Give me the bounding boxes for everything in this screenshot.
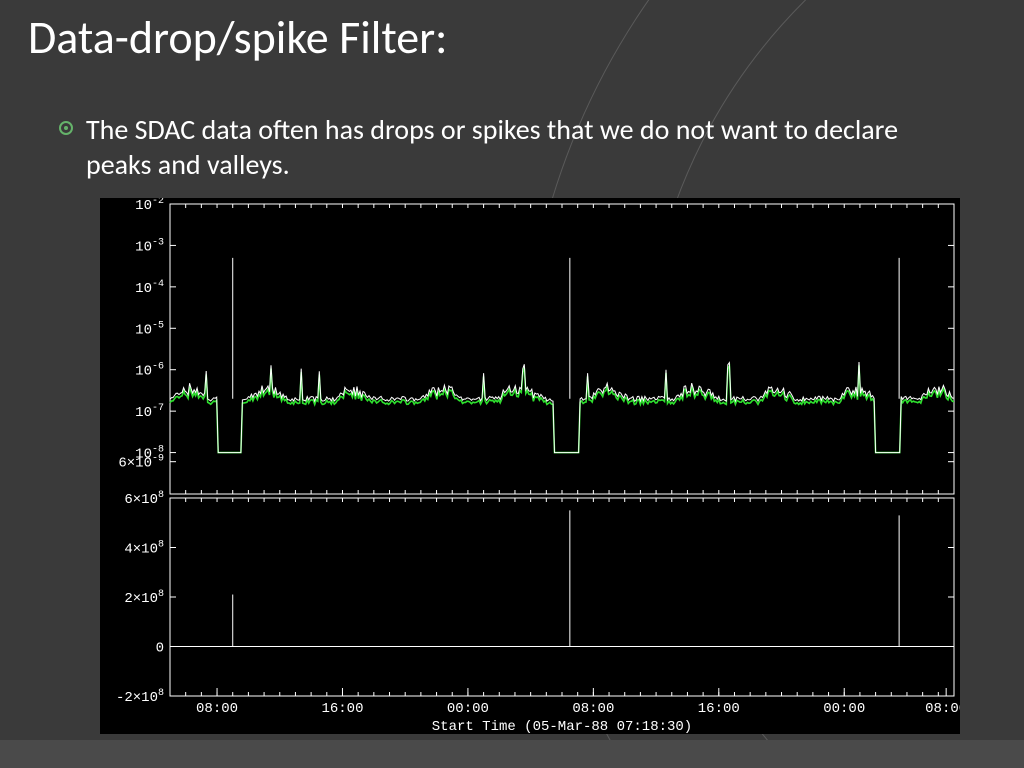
slide-title: Data-drop/spike Filter: xyxy=(28,10,447,66)
svg-text:-2×108: -2×108 xyxy=(116,688,164,706)
svg-text:Start Time (05-Mar-88 07:18:30: Start Time (05-Mar-88 07:18:30) xyxy=(432,719,692,734)
bullet-item: The SDAC data often has drops or spikes … xyxy=(86,112,964,182)
svg-text:08:00: 08:00 xyxy=(196,701,238,717)
svg-text:16:00: 16:00 xyxy=(698,701,740,717)
svg-text:00:00: 00:00 xyxy=(447,701,489,717)
slide-footer-bar xyxy=(0,740,1024,768)
svg-text:08:00: 08:00 xyxy=(925,701,960,717)
data-plot: 10-210-310-410-510-610-710-86×10-9-2×108… xyxy=(100,198,960,734)
svg-text:00:00: 00:00 xyxy=(823,701,865,717)
svg-text:08:00: 08:00 xyxy=(572,701,614,717)
svg-text:16:00: 16:00 xyxy=(321,701,363,717)
bullet-circle-icon xyxy=(58,120,74,136)
bullet-text: The SDAC data often has drops or spikes … xyxy=(86,112,898,182)
svg-text:0: 0 xyxy=(156,641,164,657)
